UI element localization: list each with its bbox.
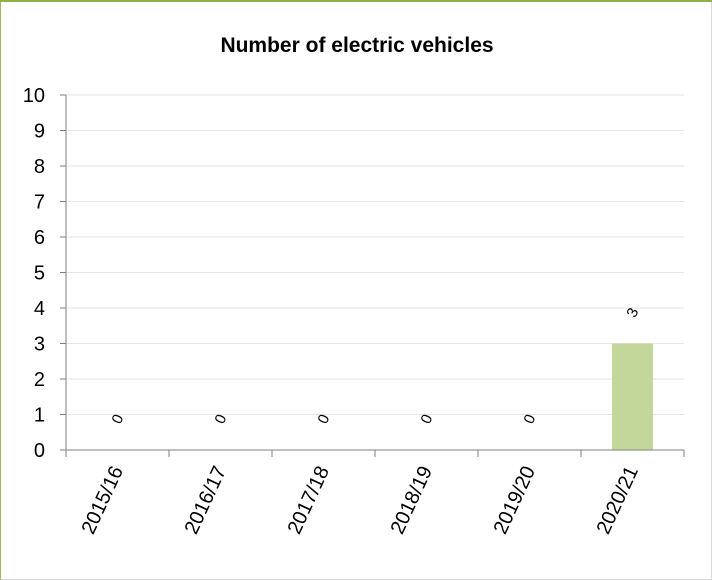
chart-title: Number of electric vehicles (220, 34, 493, 57)
x-tick-label: 2020/21 (593, 463, 643, 538)
axes (60, 94, 685, 457)
y-tick-label: 0 (34, 440, 45, 462)
y-tick-labels: 0 1 2 3 4 5 6 7 8 9 10 (23, 85, 45, 462)
y-tick-label: 10 (23, 85, 45, 107)
y-tick-label: 3 (34, 334, 45, 356)
y-tick-label: 5 (34, 263, 45, 285)
x-tick-label: 2016/17 (181, 463, 231, 538)
y-tick-label: 9 (34, 121, 45, 143)
x-tick-label: 2019/20 (490, 463, 540, 538)
y-tick-label: 2 (34, 369, 45, 391)
y-tick-label: 8 (34, 156, 45, 178)
y-tick-label: 6 (34, 227, 45, 249)
x-tick-label: 2015/16 (78, 463, 128, 538)
x-tick-label: 2017/18 (284, 463, 334, 538)
x-tick-labels: 2015/16 2016/17 2017/18 2018/19 2019/20 2020/… (78, 463, 643, 538)
y-tick-label: 7 (34, 192, 45, 214)
bars (612, 343, 653, 450)
y-tick-label: 4 (34, 298, 45, 320)
bar-2020/21 (612, 343, 653, 450)
chart-frame-top-border (0, 0, 712, 2)
y-tick-label: 1 (34, 405, 45, 427)
data-labels: 0 0 0 0 03 (108, 305, 642, 426)
gridlines (66, 94, 684, 415)
x-tick-label: 2018/19 (387, 463, 437, 538)
